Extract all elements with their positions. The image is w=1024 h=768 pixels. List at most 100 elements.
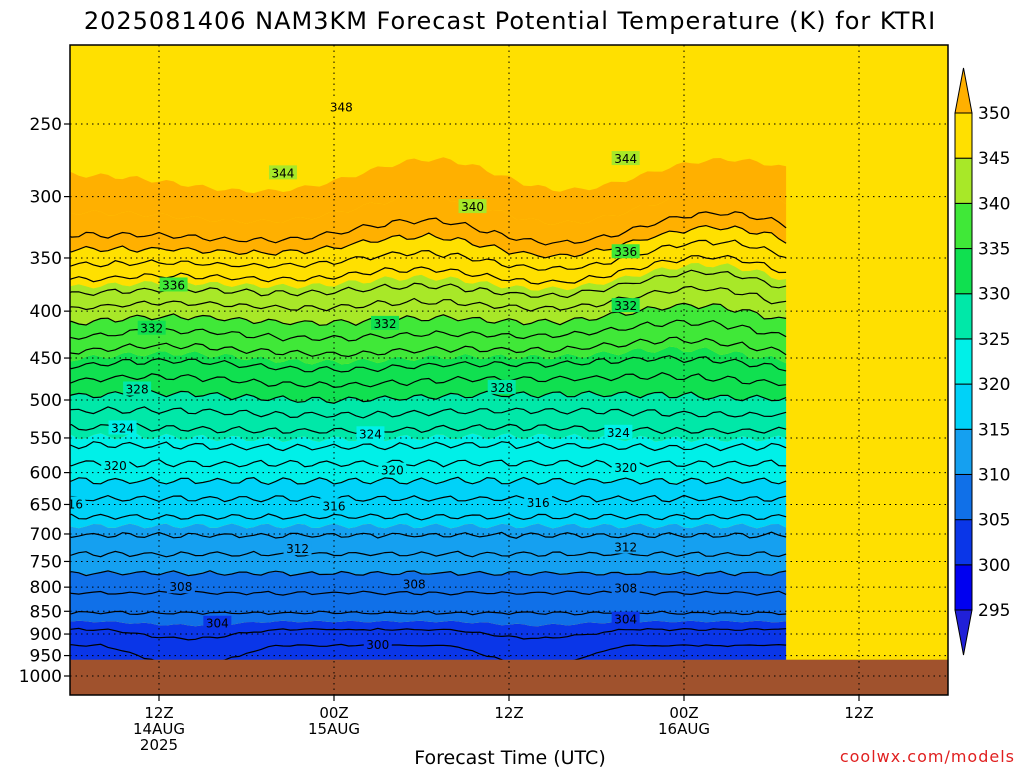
svg-text:300: 300 (366, 638, 389, 652)
x-tick-label: 2025 (140, 736, 178, 754)
x-tick-label: 16AUG (658, 720, 710, 738)
contour-340 (70, 302, 787, 326)
colorbar-tick-label: 330 (978, 285, 1010, 305)
y-tick-label: 800 (30, 578, 62, 598)
y-tick-label: 1000 (19, 667, 62, 687)
contour-label: 324 (108, 420, 137, 435)
contour-326 (70, 422, 787, 435)
y-tick-label: 600 (30, 464, 62, 484)
contour-label: 332 (371, 315, 400, 331)
contour-320 (70, 476, 787, 486)
colorbar-tick-label: 320 (978, 375, 1010, 395)
contour-330 (70, 390, 787, 404)
contour-316 (70, 513, 787, 521)
contour-label: 312 (283, 541, 312, 556)
contour-label: 304 (203, 615, 232, 631)
colorbar-tick-label: 300 (978, 556, 1010, 576)
chart-title: 2025081406 NAM3KM Forecast Potential Tem… (84, 7, 936, 35)
contour-label: 300 (363, 636, 392, 652)
contour-308 (70, 590, 787, 596)
svg-text:320: 320 (381, 464, 404, 478)
y-tick-label: 900 (30, 625, 62, 645)
svg-text:332: 332 (614, 299, 637, 313)
x-tick-label: 14AUG (133, 720, 185, 738)
colorbar-band-350 (954, 67, 973, 114)
colorbar-band-340 (954, 157, 973, 204)
svg-text:308: 308 (2, 569, 25, 583)
x-tick-label: 00Z (319, 704, 348, 722)
colorbar-band-325 (954, 293, 973, 340)
band-310 (70, 523, 787, 575)
y-tick-label: 650 (30, 495, 62, 515)
svg-text:316: 316 (323, 499, 346, 513)
y-tick-label: 850 (30, 602, 62, 622)
y-tick-label: 950 (30, 647, 62, 667)
y-tick-label: 250 (30, 115, 62, 135)
plot-area: 348 344 344 340 336 336 332 332 332 328 328 324 324 3… (2, 45, 948, 695)
x-tick-label: 00Z (669, 704, 698, 722)
x-axis-label: Forecast Time (UTC) (414, 747, 605, 768)
colorbar-tick-label: 310 (978, 465, 1010, 485)
colorbar-band-330 (954, 248, 973, 295)
svg-text:348: 348 (330, 101, 353, 115)
contour-322 (70, 458, 787, 468)
contour-label: 316 (60, 496, 86, 511)
svg-text:340: 340 (461, 200, 484, 214)
contour-332 (70, 372, 787, 389)
contour-324 (70, 441, 787, 452)
y-tick-label: 550 (30, 429, 62, 449)
colorbar-tick-label: 295 (978, 601, 1010, 621)
contour-label: 316 (320, 498, 348, 513)
contour-label: 316 (524, 495, 553, 510)
y-tick-label: 700 (30, 525, 62, 545)
contour-342 (70, 285, 787, 312)
svg-text:312: 312 (286, 542, 309, 556)
temperature-bands (70, 45, 948, 695)
colorbar-band-335 (954, 202, 973, 250)
contour-348 (70, 239, 787, 271)
contour-label: 320 (378, 462, 407, 478)
colorbar-band-320 (954, 338, 973, 385)
band-315 (70, 477, 787, 529)
svg-text:308: 308 (403, 578, 426, 592)
svg-text:324: 324 (111, 421, 134, 435)
y-tick-label: 500 (30, 391, 62, 411)
svg-text:308: 308 (169, 580, 192, 594)
colorbar-tick-label: 340 (978, 194, 1010, 214)
svg-text:316: 316 (60, 497, 83, 511)
contour-label: 336 (611, 244, 640, 259)
colorbar-tick-label: 305 (978, 511, 1010, 531)
svg-text:324: 324 (359, 427, 382, 441)
x-tick-label: 12Z (844, 704, 873, 722)
contour-336 (70, 336, 787, 358)
credit-text: coolwx.com/models (840, 747, 1015, 766)
band-335 (70, 302, 787, 365)
band-355 (70, 157, 787, 225)
svg-text:344: 344 (272, 166, 295, 180)
svg-text:324: 324 (607, 426, 630, 440)
contour-310 (70, 570, 787, 577)
colorbar-band-295 (954, 564, 973, 611)
contour-350 (70, 224, 787, 259)
svg-text:336: 336 (162, 278, 185, 292)
contour-328 (70, 406, 787, 419)
contour-labels: 348 344 344 340 336 336 332 332 332 328 328 324 324 3… (2, 99, 640, 652)
x-tick-label: 12Z (144, 704, 173, 722)
colorbar-tick-label: 325 (978, 330, 1010, 350)
contour-306 (70, 610, 787, 616)
svg-text:328: 328 (490, 381, 513, 395)
svg-text:320: 320 (104, 459, 127, 473)
svg-text:316: 316 (527, 496, 550, 510)
contour-label: 340 (458, 199, 487, 214)
contour-label: 328 (123, 381, 152, 397)
svg-text:304: 304 (206, 617, 229, 631)
y-tick-label: 450 (30, 349, 62, 369)
colorbar: 295 300 305 310 315 320 325 330 335 340 345 350 (954, 67, 1010, 656)
contour-346 (70, 254, 787, 285)
contour-label: 304 (611, 611, 640, 627)
contour-label: 320 (611, 459, 640, 475)
colorbar-band-310 (954, 428, 973, 475)
y-axis-ticks: 250 300 350 400 450 500 550 600 650 700 750 800 850 9… (19, 115, 70, 687)
y-tick-label: 750 (30, 552, 62, 572)
